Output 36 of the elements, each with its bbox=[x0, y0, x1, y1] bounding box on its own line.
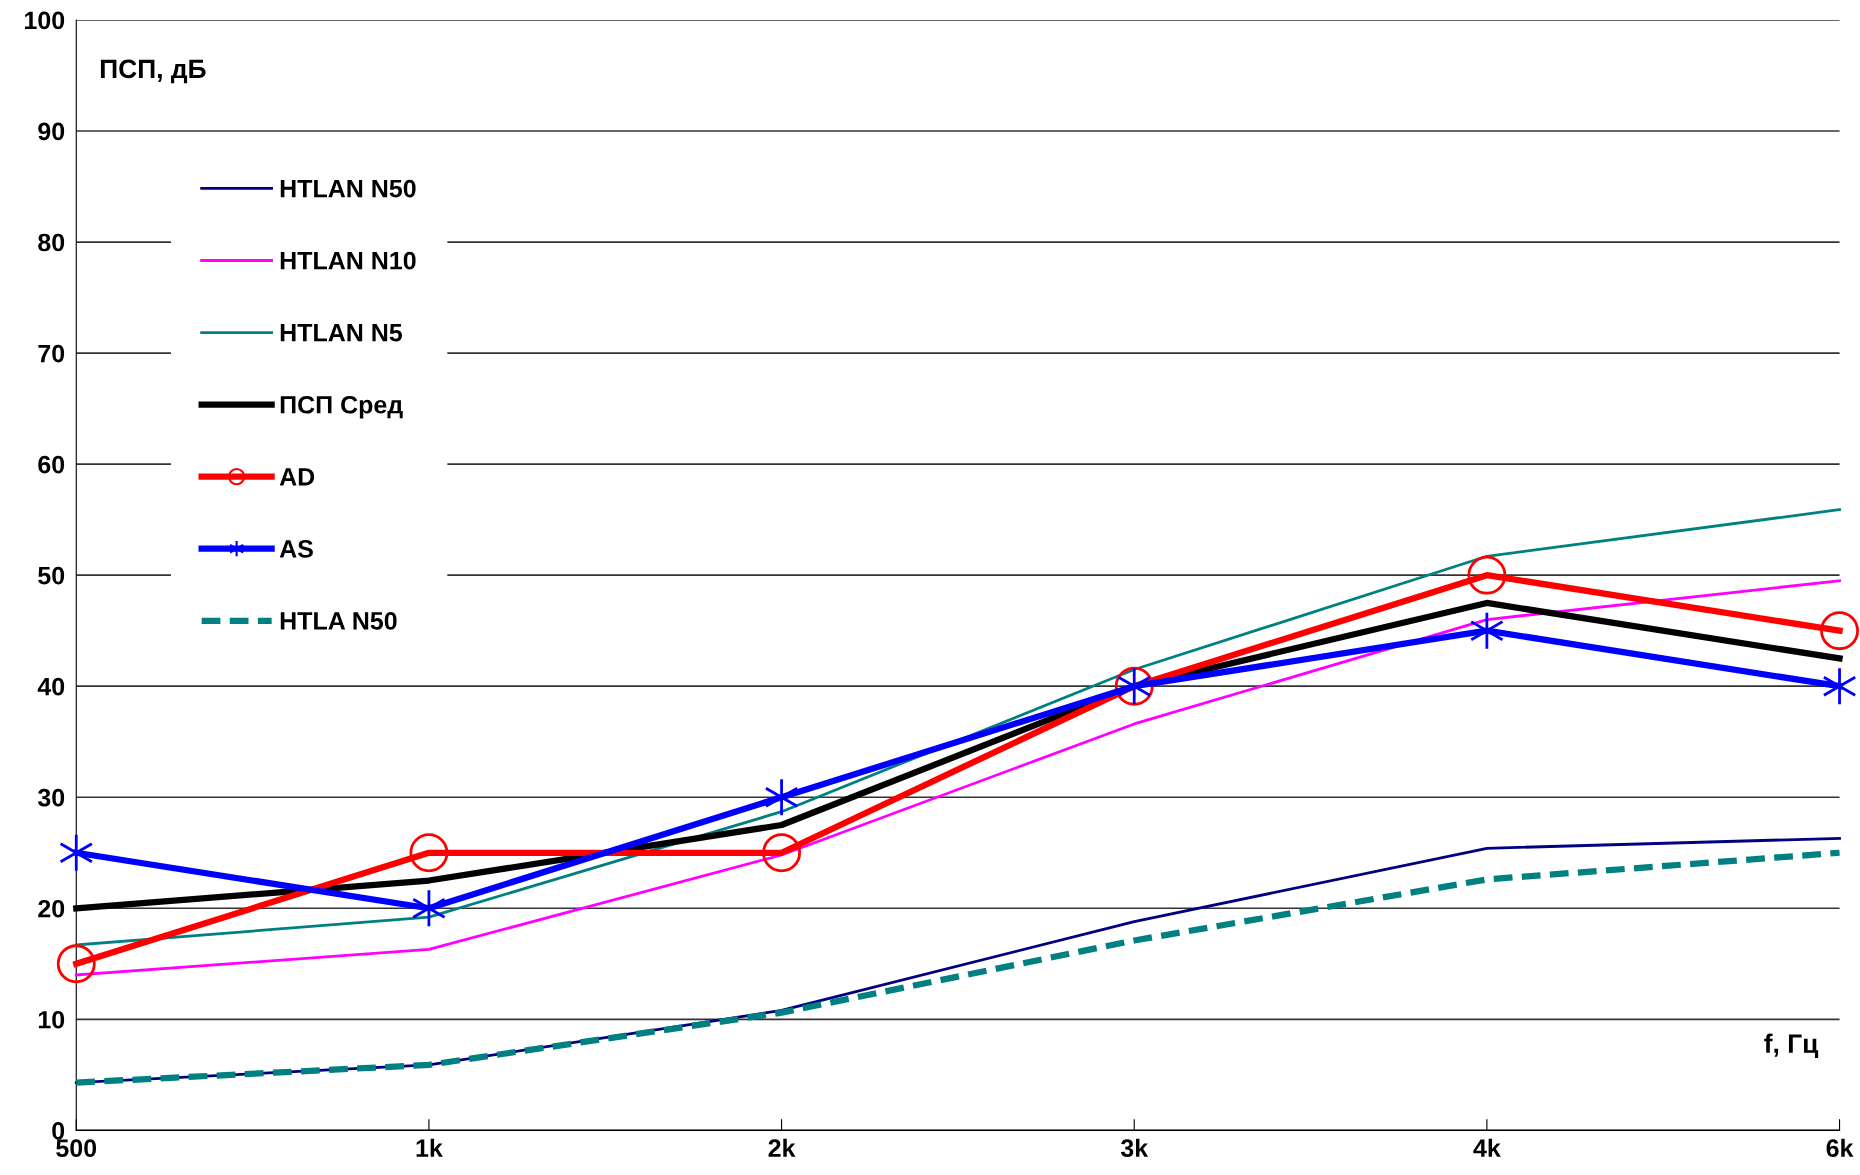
point bbox=[1820, 611, 1859, 651]
y-tick-label: 40 bbox=[37, 677, 65, 696]
x-tick-label: 4k bbox=[1473, 1138, 1501, 1157]
point bbox=[411, 888, 446, 928]
y-tick-label: 90 bbox=[38, 122, 65, 141]
x-tick-label: 500 bbox=[56, 1139, 97, 1158]
y-tick-label: 30 bbox=[37, 788, 65, 807]
point bbox=[59, 833, 94, 873]
x-tick-label: 3k bbox=[1120, 1138, 1149, 1158]
legend-label: ПСП Сред bbox=[280, 395, 403, 419]
point bbox=[1469, 611, 1504, 651]
y-tick-label: 20 bbox=[38, 899, 65, 918]
y-tick-label: 50 bbox=[38, 566, 65, 585]
x-tick-label: 1k bbox=[416, 1138, 443, 1157]
y-tick-label: 70 bbox=[38, 344, 65, 363]
x-axis-title: f, Гц bbox=[1764, 1033, 1819, 1058]
y-tick-label: 60 bbox=[38, 455, 65, 474]
legend-label: HTLAN N50 bbox=[280, 179, 416, 198]
legend-label: AS bbox=[279, 540, 313, 558]
legend-label: AD bbox=[279, 468, 315, 486]
y-axis-title: ПСП, дБ bbox=[100, 59, 206, 84]
legend-label: HTLAN N5 bbox=[280, 324, 403, 342]
x-tick-label: 2k bbox=[768, 1138, 796, 1157]
x-tick-label: 6k bbox=[1826, 1138, 1854, 1158]
point bbox=[1467, 555, 1507, 595]
y-tick-label: 10 bbox=[38, 1010, 65, 1029]
point bbox=[56, 944, 96, 984]
point bbox=[764, 777, 799, 817]
y-tick-label: 0 bbox=[52, 1121, 65, 1140]
point bbox=[409, 833, 449, 873]
legend-label: HTLA N50 bbox=[280, 612, 397, 630]
y-tick-label: 100 bbox=[25, 11, 65, 30]
point bbox=[762, 833, 802, 873]
point bbox=[1822, 666, 1857, 706]
y-tick-label: 80 bbox=[38, 233, 65, 252]
legend-label: HTLAN N10 bbox=[280, 251, 416, 270]
